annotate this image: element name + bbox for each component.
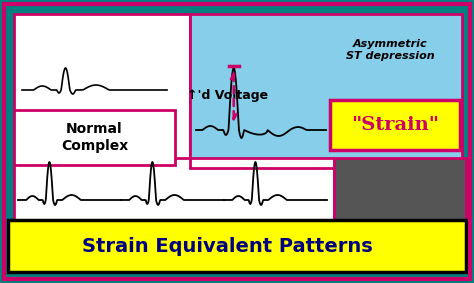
Bar — [190, 14, 462, 168]
Text: ↑'d Voltage: ↑'d Voltage — [187, 89, 269, 102]
Bar — [14, 14, 190, 168]
Text: Asymmetric
ST depression: Asymmetric ST depression — [346, 39, 434, 61]
Text: Normal
Complex: Normal Complex — [61, 123, 128, 153]
Bar — [190, 14, 462, 168]
Text: Strain Equivalent Patterns: Strain Equivalent Patterns — [82, 237, 373, 256]
Bar — [14, 158, 334, 222]
Bar — [334, 158, 466, 272]
Bar — [14, 110, 175, 165]
Bar — [8, 220, 466, 272]
Bar — [330, 100, 460, 150]
Text: "Strain": "Strain" — [351, 116, 439, 134]
